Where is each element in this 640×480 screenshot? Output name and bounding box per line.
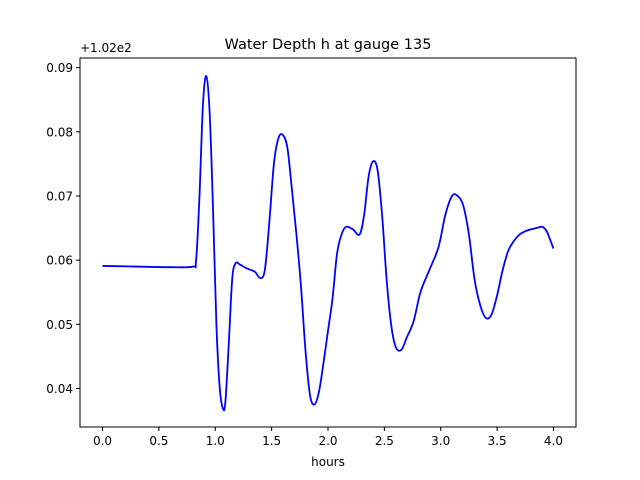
- x-tick-label: 2.0: [318, 434, 337, 448]
- y-offset-label: +1.02e2: [80, 41, 132, 55]
- y-tick-label: 0.07: [46, 189, 73, 203]
- y-tick-label: 0.09: [46, 61, 73, 75]
- series-line: [102, 75, 555, 412]
- y-tick-label: 0.04: [46, 382, 73, 396]
- y-tick-label: 0.08: [46, 125, 73, 139]
- x-tick-label: 0.0: [93, 434, 112, 448]
- x-tick-label: 3.0: [431, 434, 450, 448]
- x-tick-label: 4.0: [544, 434, 563, 448]
- chart-title: Water Depth h at gauge 135: [225, 37, 432, 53]
- x-tick-label: 0.5: [149, 434, 168, 448]
- x-tick-label: 3.5: [488, 434, 507, 448]
- y-tick-label: 0.05: [46, 318, 73, 332]
- x-tick-label: 1.0: [206, 434, 225, 448]
- x-tick-label: 1.5: [262, 434, 281, 448]
- x-tick-label: 2.5: [375, 434, 394, 448]
- plot-area: 0.0 0.5 1.0 1.5 2.0 2.5 3.0 3.5 4.0 0.04 0.05 0.06 0…: [46, 57, 577, 448]
- x-axis-label: hours: [311, 455, 345, 469]
- y-tick-label: 0.06: [46, 254, 73, 268]
